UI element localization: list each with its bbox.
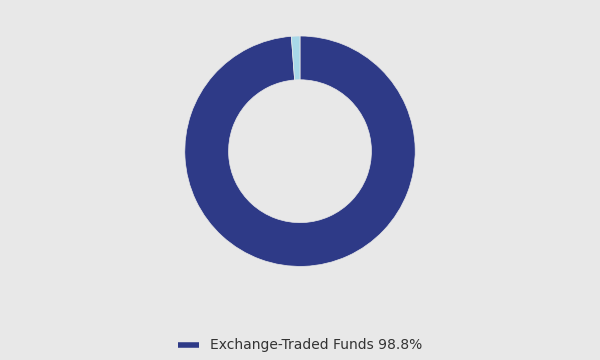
Wedge shape	[185, 36, 415, 266]
Wedge shape	[292, 36, 300, 80]
Legend: Exchange-Traded Funds 98.8%, Purchased Options 1.2%: Exchange-Traded Funds 98.8%, Purchased O…	[178, 338, 422, 360]
